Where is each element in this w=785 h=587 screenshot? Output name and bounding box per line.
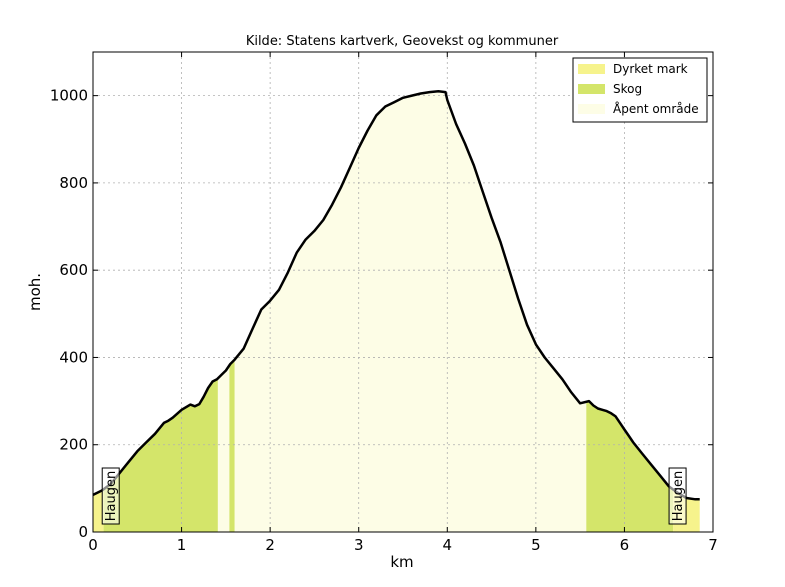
place-annotation-label: Haugen (671, 471, 686, 521)
axis-ticks: 0 1 2 3 4 5 6 7 0 200 400 600 800 1000 (50, 52, 718, 554)
x-tick-label: 4 (443, 536, 453, 554)
place-annotation: Haugen (668, 467, 687, 525)
y-tick-label: 400 (59, 348, 88, 366)
legend: Dyrket mark Skog Åpent område (572, 57, 708, 123)
legend-swatch (578, 64, 605, 74)
landcover-segment (217, 365, 230, 532)
x-tick-label: 1 (177, 536, 187, 554)
y-axis-label: moh. (26, 273, 44, 311)
legend-label: Åpent område (613, 101, 699, 116)
y-tick-label: 800 (59, 174, 88, 192)
x-axis-label: km (390, 553, 413, 571)
landcover-segment (229, 359, 235, 532)
landcover-segment (93, 489, 104, 532)
landcover-segment (234, 91, 587, 533)
x-tick-label: 2 (265, 536, 275, 554)
landcover-segment (103, 378, 218, 532)
legend-label: Dyrket mark (613, 62, 688, 76)
x-tick-label: 6 (620, 536, 630, 554)
x-tick-label: 5 (531, 536, 541, 554)
y-tick-label: 0 (78, 523, 88, 541)
profile-line-group (92, 90, 700, 501)
legend-swatch (578, 84, 605, 94)
grid-lines (93, 52, 713, 532)
y-tick-label: 200 (59, 436, 88, 454)
place-annotation-box (668, 467, 687, 525)
elevation-profile-line (92, 90, 700, 501)
plot-frame (92, 51, 714, 533)
y-tick-label: 1000 (50, 87, 88, 105)
x-tick-label: 7 (708, 536, 718, 554)
legend-label: Skog (613, 82, 642, 96)
place-annotation-label: Haugen (104, 471, 119, 521)
x-tick-label: 0 (88, 536, 98, 554)
x-tick-label: 3 (354, 536, 364, 554)
place-annotation-box (101, 467, 120, 525)
chart-title: Kilde: Statens kartverk, Geovekst og kom… (246, 34, 559, 49)
legend-swatch (578, 104, 605, 114)
place-annotation: Haugen (101, 467, 120, 525)
y-tick-label: 600 (59, 261, 88, 279)
place-annotations: Haugen Haugen (101, 467, 687, 525)
landcover-segment (586, 401, 674, 532)
